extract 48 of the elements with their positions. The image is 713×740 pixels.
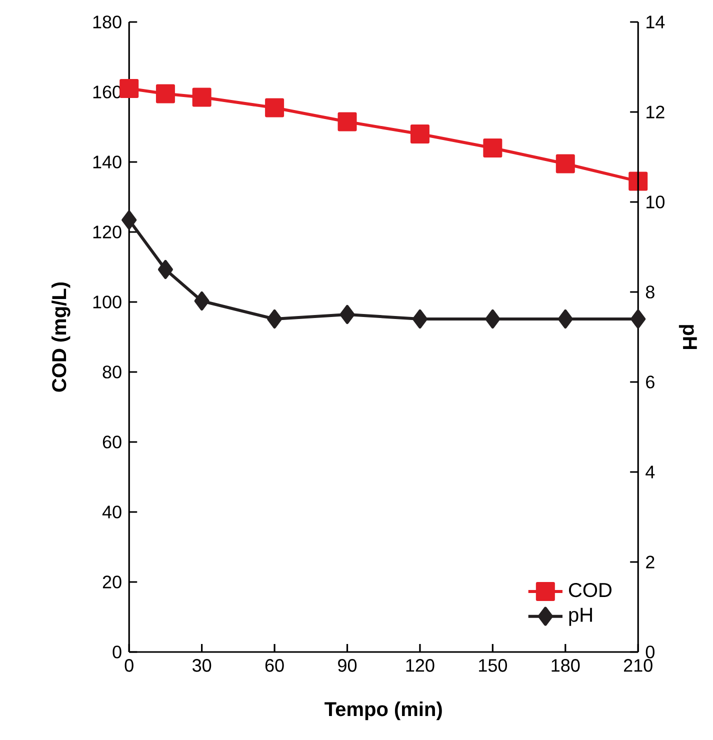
x-tick-label: 120 [406, 659, 434, 672]
x-tick-label: 180 [552, 659, 580, 672]
point [120, 79, 139, 98]
legend-label: COD [568, 582, 612, 598]
y-tick-label: 180 [93, 16, 122, 28]
point [410, 124, 430, 144]
y2-tick-label: 8 [646, 286, 654, 298]
point [340, 304, 355, 324]
x-axis-title: Tempo (min) [324, 702, 442, 720]
point [628, 172, 648, 191]
point [192, 88, 212, 107]
point [556, 154, 575, 174]
point [266, 309, 282, 328]
point [485, 309, 500, 328]
y2-tick-label: 12 [646, 106, 664, 118]
legend-label: pH [569, 608, 592, 626]
y-tick-label: 20 [102, 576, 122, 588]
point [338, 112, 357, 132]
y-axis-title: COD (mg/L) [52, 282, 70, 392]
point [412, 309, 428, 328]
x-tick-label: 0 [124, 659, 134, 672]
point [122, 210, 137, 230]
point [194, 292, 210, 310]
y-tick-label: 60 [102, 436, 122, 448]
x-tick-label: 210 [624, 659, 652, 672]
y2-tick-label: 2 [646, 556, 654, 568]
point [264, 98, 284, 118]
x-tick-label: 150 [478, 659, 507, 672]
y2-axis-title: pH [678, 324, 697, 349]
y2-tick-label: 14 [646, 16, 665, 28]
y-tick-label: 80 [102, 366, 122, 378]
y2-tick-label: 6 [646, 376, 654, 388]
y-tick-label: 140 [93, 156, 122, 168]
x-tick-label: 30 [192, 659, 212, 672]
point [483, 138, 502, 158]
y-tick-label: 0 [112, 646, 122, 658]
point [558, 309, 573, 328]
y-tick-label: 40 [102, 506, 122, 518]
point [158, 260, 173, 279]
y-tick-label: 100 [93, 296, 122, 308]
y2-tick-label: 4 [646, 466, 655, 478]
y2-tick-label: 0 [646, 646, 654, 658]
y2-tick-label: 10 [646, 196, 664, 208]
point [630, 309, 646, 328]
x-tick-label: 90 [338, 659, 357, 672]
y-tick-label: 120 [93, 226, 122, 238]
point [156, 84, 175, 104]
x-tick-label: 60 [265, 659, 284, 672]
